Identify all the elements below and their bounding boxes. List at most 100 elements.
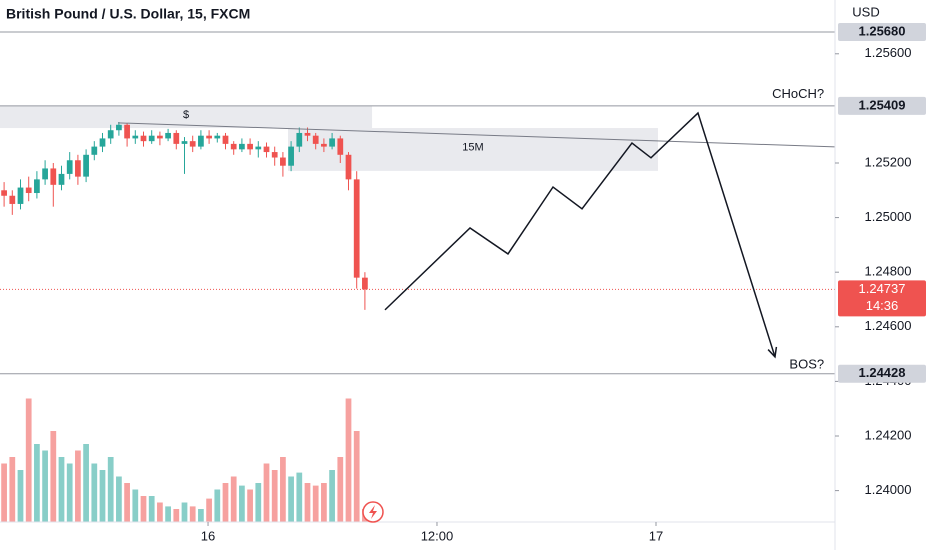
annotation: CHoCH? <box>772 86 824 101</box>
candle-body <box>50 168 57 185</box>
candle-body <box>329 138 335 147</box>
volume-bar <box>165 506 171 522</box>
y-tick-label: 1.25000 <box>865 209 912 224</box>
volume-bar <box>222 483 229 522</box>
candle-body <box>362 277 368 290</box>
candle-body <box>271 152 278 158</box>
volume-bar <box>42 450 48 522</box>
y-tick-label: 1.24600 <box>865 318 912 333</box>
volume-bar <box>214 489 221 522</box>
volume-bar <box>263 463 270 522</box>
candle-body <box>42 168 48 180</box>
price-pane: $15M <box>0 31 836 522</box>
price-label: 1.25409 <box>859 97 906 112</box>
candle-body <box>83 154 89 177</box>
volume-bar <box>271 470 278 522</box>
x-tick-label: 16 <box>201 528 215 543</box>
volume-bar <box>296 472 303 522</box>
candle-body <box>353 179 360 278</box>
price-label-box <box>838 96 926 115</box>
volume-bar <box>140 496 147 522</box>
trendline <box>117 122 836 148</box>
currency: USD <box>852 4 879 19</box>
volume-bar <box>34 444 40 522</box>
volume-bar <box>288 476 294 522</box>
volume-bar <box>312 485 319 522</box>
candle-body <box>321 143 327 147</box>
price-label: 1.25680 <box>859 23 906 38</box>
candle-body <box>58 173 65 185</box>
zone-label: $ <box>183 109 189 121</box>
price-label: 1.24428 <box>859 365 906 380</box>
last-price-box <box>838 280 926 317</box>
volume-bar <box>239 485 245 522</box>
volume-bar <box>321 483 327 522</box>
candle-body <box>25 187 32 194</box>
candle-body <box>247 143 253 150</box>
volume-bar <box>9 457 16 522</box>
candle-body <box>222 135 229 144</box>
candle-body <box>91 146 98 155</box>
volume-bar <box>107 457 114 522</box>
volume-bar <box>116 476 122 522</box>
y-tick-label: 1.25600 <box>865 45 912 60</box>
lightning <box>369 505 377 519</box>
candle-body <box>181 141 188 144</box>
candle-body <box>157 135 163 139</box>
y-tick-label: 1.24000 <box>865 482 912 497</box>
candle-body <box>189 141 196 147</box>
y-tick-label: 1.24200 <box>865 427 912 442</box>
volume-bar <box>99 470 106 522</box>
zone <box>0 105 373 129</box>
candle-body <box>206 135 212 139</box>
volume-bar <box>148 496 155 522</box>
volume-bar <box>345 398 352 522</box>
volume-bar <box>50 431 57 522</box>
countdown: 14:36 <box>866 298 899 313</box>
candle-body <box>288 146 294 166</box>
candle-body <box>312 135 319 144</box>
candle-body <box>132 135 139 139</box>
volume-bar <box>66 463 73 522</box>
candle-body <box>116 124 122 131</box>
volume-bar <box>25 398 32 522</box>
price-label-box <box>838 22 926 41</box>
candle-body <box>173 132 180 144</box>
last-price-label: 1.24737 <box>859 281 906 296</box>
price-label-box <box>838 364 926 383</box>
candle-body <box>99 138 106 147</box>
chart-title: British Pound / U.S. Dollar, 15, FXCM <box>6 6 250 22</box>
volume-bar <box>247 489 253 522</box>
candle-body <box>280 157 286 166</box>
volume-bar <box>255 483 262 522</box>
candle-body <box>296 132 303 147</box>
y-tick-label: 1.25200 <box>865 154 912 169</box>
x-tick-label: 17 <box>649 528 663 543</box>
candle-body <box>345 154 352 180</box>
volume-bar <box>1 463 7 522</box>
candle-body <box>198 135 204 147</box>
volume-bar <box>353 431 360 522</box>
candle-body <box>304 132 311 136</box>
y-tick-label: 1.24800 <box>865 264 912 279</box>
volume-bar <box>91 463 98 522</box>
candle-body <box>148 135 155 142</box>
candle-body <box>140 135 147 142</box>
candle-body <box>66 160 73 174</box>
volume-bar <box>58 457 65 522</box>
annotation: BOS? <box>789 356 824 371</box>
arrow-head <box>767 346 778 359</box>
candle-body <box>75 160 81 177</box>
volume-bar <box>337 457 344 522</box>
candle-body <box>263 146 270 153</box>
volume-bar <box>124 483 130 522</box>
candle-body <box>124 124 130 139</box>
volume-bar <box>17 470 24 522</box>
candle-body <box>230 143 237 150</box>
candle-body <box>34 179 40 194</box>
volume-bar <box>75 450 81 522</box>
volume-bar <box>206 498 212 522</box>
candle-body <box>1 190 7 196</box>
